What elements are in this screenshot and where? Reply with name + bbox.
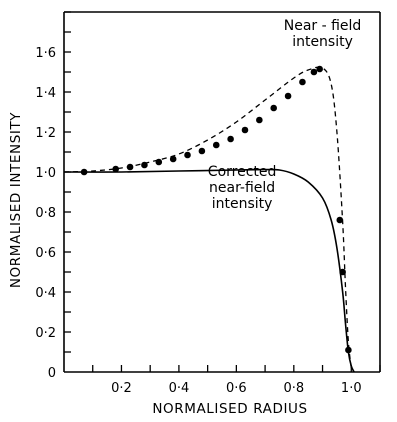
annotation-label: Corrected near-field intensity (208, 164, 277, 212)
y-tick-label: 0 (48, 366, 56, 381)
series-group (63, 66, 355, 373)
data-point (270, 104, 278, 112)
x-tick-label: 1·0 (341, 381, 362, 396)
data-point (169, 155, 177, 163)
y-tick-label: 1·4 (35, 86, 56, 101)
dashed-series-line (63, 66, 352, 369)
x-tick-label: 0·8 (283, 381, 304, 396)
annotation-line: intensity (212, 196, 273, 212)
annotation-line: intensity (292, 34, 353, 50)
data-point (212, 141, 220, 149)
data-point (155, 158, 163, 166)
x-tick-label: 0·2 (111, 381, 132, 396)
data-point (310, 68, 318, 76)
data-point (141, 161, 148, 169)
markers-group (80, 65, 352, 354)
data-point (256, 116, 263, 124)
y-tick-label: 1·0 (35, 166, 56, 181)
data-point (112, 165, 120, 173)
data-point (316, 65, 323, 73)
y-tick-label: 0·8 (35, 206, 56, 221)
data-point (299, 78, 306, 86)
data-point (345, 346, 352, 354)
tick-labels: 0·2 0·4 0·6 0·8 1·0 0 0·2 0·4 0·6 0·8 1·0 1·2 1·4 1·6 (35, 46, 361, 396)
data-point (241, 126, 249, 134)
annotation-label: Near - field intensity (284, 18, 362, 50)
x-tick-label: 0·6 (226, 381, 247, 396)
data-point (227, 135, 234, 143)
data-point (126, 163, 134, 171)
data-point (80, 168, 88, 176)
data-point (336, 216, 344, 224)
y-tick-label: 0·2 (35, 326, 56, 341)
solid-series-line (63, 168, 355, 373)
x-axis-title: NORMALISED RADIUS (152, 401, 307, 417)
annotation-line: near-field (209, 180, 275, 196)
annotation-line: Near - field (284, 18, 362, 34)
y-tick-label: 0·6 (35, 246, 56, 261)
y-tick-label: 1·6 (35, 46, 56, 61)
data-point (284, 92, 292, 100)
y-axis-title: NORMALISED INTENSITY (8, 112, 24, 288)
y-tick-label: 1·2 (35, 126, 56, 141)
annotation-line: Corrected (208, 164, 277, 180)
data-point (198, 147, 206, 155)
y-tick-label: 0·4 (35, 286, 56, 301)
data-point (339, 268, 346, 276)
data-point (184, 151, 191, 159)
x-tick-label: 0·4 (169, 381, 190, 396)
